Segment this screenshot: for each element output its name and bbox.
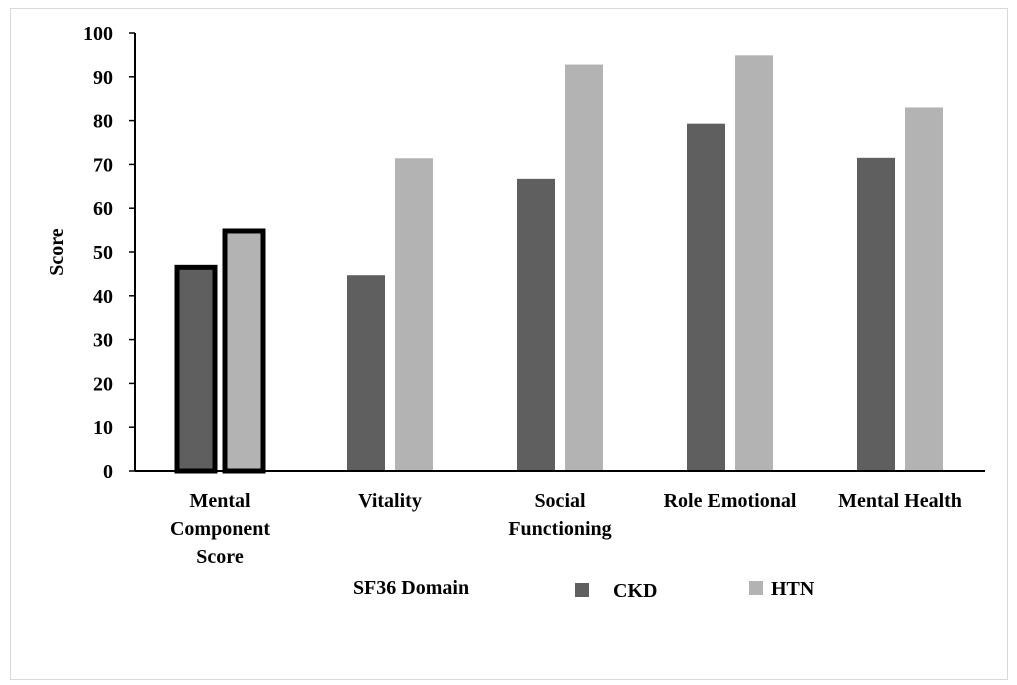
y-tick-label: 40 bbox=[93, 286, 113, 308]
y-tick-label: 30 bbox=[93, 330, 113, 352]
legend-swatch-ckd bbox=[575, 583, 589, 597]
legend-swatch-htn bbox=[749, 581, 763, 595]
legend: CKD HTN bbox=[575, 578, 815, 602]
bar-ckd-2 bbox=[347, 275, 385, 471]
y-tick-label: 10 bbox=[93, 417, 113, 439]
y-tick-label: 80 bbox=[93, 111, 113, 133]
y-tick-label: 0 bbox=[103, 461, 113, 483]
bar-ckd-4 bbox=[687, 123, 725, 471]
y-tick-label: 90 bbox=[93, 67, 113, 89]
bar-ckd-3 bbox=[517, 178, 555, 471]
x-category-label: Social Functioning bbox=[508, 490, 611, 540]
bar-htn-4 bbox=[735, 55, 773, 471]
y-axis-title: Score bbox=[46, 228, 68, 276]
y-tick-label: 20 bbox=[93, 373, 113, 395]
bar-htn-5 bbox=[905, 107, 943, 472]
x-axis-title: SF36 Domain bbox=[353, 577, 469, 599]
x-axis-categories: Mental Component Score Vitality Social Functi… bbox=[170, 490, 962, 568]
legend-label-ckd: CKD bbox=[613, 580, 657, 602]
bar-ckd-1 bbox=[174, 264, 218, 474]
legend-label-htn: HTN bbox=[771, 578, 815, 600]
x-category-label: Mental Health bbox=[838, 490, 962, 512]
y-tick-label: 50 bbox=[93, 242, 113, 264]
bar-htn-3 bbox=[565, 64, 603, 471]
bar-htn-2 bbox=[395, 158, 433, 471]
y-tick-label: 60 bbox=[93, 198, 113, 220]
bar-htn-1 bbox=[222, 228, 266, 474]
bars bbox=[174, 55, 943, 474]
bar-ckd-5 bbox=[857, 157, 895, 471]
x-category-label: Mental Component Score bbox=[170, 490, 270, 568]
y-tick-label: 100 bbox=[83, 23, 113, 45]
x-category-label: Vitality bbox=[358, 490, 422, 512]
y-axis-ticks: 0 10 20 30 40 50 60 70 80 90 100 bbox=[83, 23, 135, 483]
y-tick-label: 70 bbox=[93, 154, 113, 176]
x-category-label: Role Emotional bbox=[664, 490, 797, 512]
